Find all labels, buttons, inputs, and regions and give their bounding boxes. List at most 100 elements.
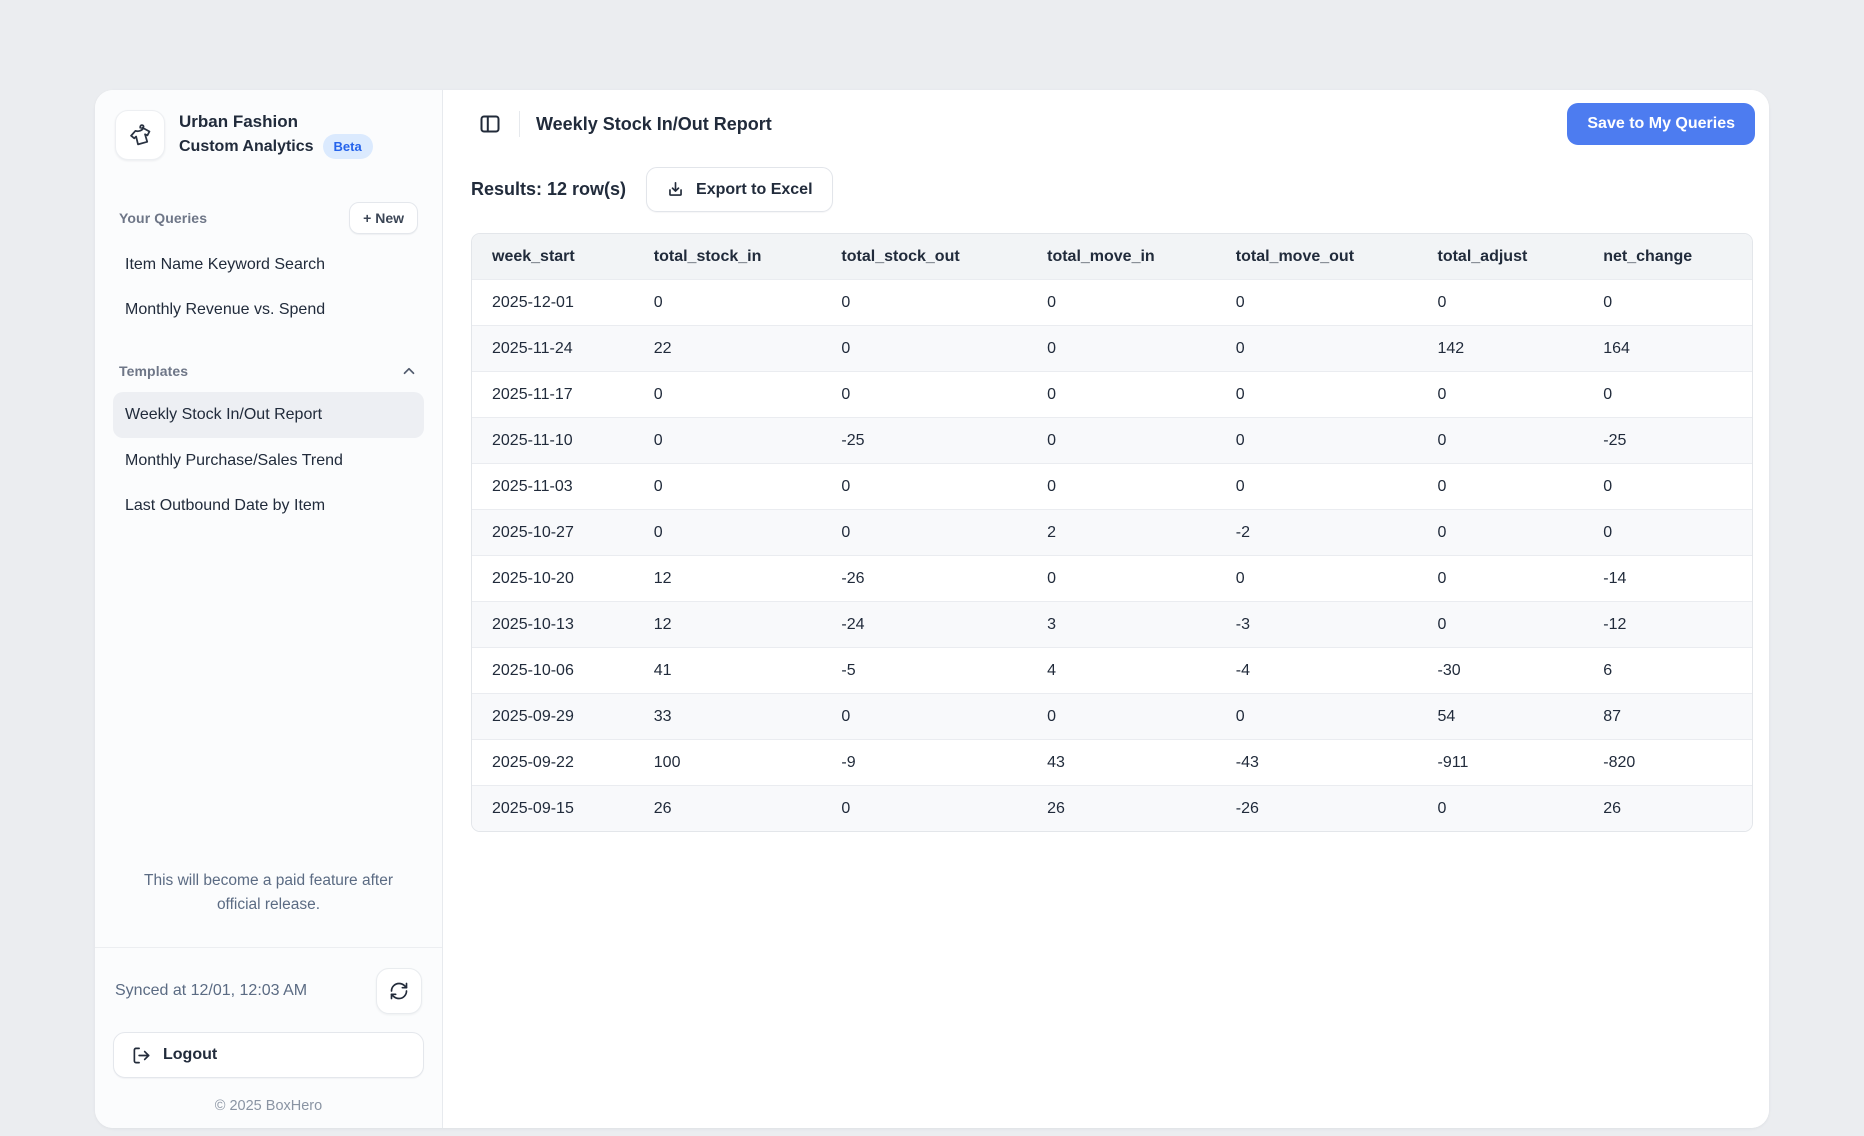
table-row: 2025-11-17 0 0 0 0 0 0	[472, 371, 1752, 417]
logout-button[interactable]: Logout	[113, 1032, 424, 1078]
table-cell: 0	[821, 279, 1028, 325]
table-cell: 0	[633, 417, 822, 463]
workspace-name: Urban Fashion	[179, 111, 299, 131]
table-cell: 0	[1027, 325, 1216, 371]
table-cell: 0	[821, 463, 1028, 509]
your-queries-header: Your Queries + New	[113, 202, 424, 234]
table-cell: -43	[1215, 739, 1418, 785]
tshirt-logo-icon	[115, 110, 165, 160]
table-cell: -24	[821, 601, 1028, 647]
table-cell: -12	[1583, 601, 1752, 647]
sidebar-toggle-button[interactable]	[471, 105, 509, 143]
table-cell: 0	[1027, 279, 1216, 325]
refresh-button[interactable]	[376, 968, 422, 1014]
download-icon	[666, 180, 685, 199]
table-cell: 0	[633, 279, 822, 325]
beta-badge: Beta	[322, 133, 373, 160]
template-list: Weekly Stock In/Out Report Monthly Purcha…	[113, 392, 424, 528]
save-to-my-queries-button[interactable]: Save to My Queries	[1567, 103, 1755, 145]
query-item[interactable]: Monthly Revenue vs. Spend	[125, 301, 326, 319]
table-cell: 0	[1215, 463, 1418, 509]
template-item[interactable]: Monthly Purchase/Sales Trend	[125, 451, 343, 469]
table-cell: 0	[1027, 463, 1216, 509]
sidebar-spacer	[113, 528, 424, 869]
new-query-button[interactable]: + New	[349, 202, 418, 234]
table-cell: 0	[1417, 463, 1584, 509]
table-cell: 0	[633, 509, 822, 555]
main-panel: Weekly Stock In/Out Report Save to My Qu…	[443, 90, 1769, 1128]
your-queries-label: Your Queries	[119, 210, 208, 226]
logout-label: Logout	[163, 1046, 218, 1063]
copyright-text: © 2025 BoxHero	[214, 1098, 323, 1114]
table-cell: 3	[1027, 601, 1216, 647]
table-cell: 2	[1027, 509, 1216, 555]
table-row: 2025-09-29 33 0 0 0 54 87	[472, 693, 1752, 739]
table-cell: 0	[821, 785, 1028, 831]
table-cell: 2025-11-03	[472, 463, 634, 509]
table-cell: -26	[1215, 785, 1418, 831]
table-cell: 4	[1027, 647, 1216, 693]
table-cell: 0	[1417, 371, 1584, 417]
table-cell: 0	[1215, 693, 1418, 739]
table-cell: -14	[1583, 555, 1752, 601]
table-cell: 26	[1583, 785, 1752, 831]
export-to-excel-button[interactable]: Export to Excel	[646, 167, 833, 212]
workspace-header: Urban Fashion Custom Analytics Beta	[113, 108, 424, 162]
chevron-up-icon[interactable]	[400, 362, 418, 380]
table-row: 2025-10-20 12 -26 0 0 0 -14	[472, 555, 1752, 601]
table-row: 2025-09-22 100 -9 43 -43 -911 -820	[472, 739, 1752, 785]
table-cell: -3	[1215, 601, 1418, 647]
table-cell: 0	[1027, 693, 1216, 739]
refresh-icon	[389, 981, 409, 1001]
table-row: 2025-11-10 0 -25 0 0 0 -25	[472, 417, 1752, 463]
table-cell: 0	[1417, 417, 1584, 463]
table-header-row: week_start total_stock_in total_stock_out t…	[472, 234, 1752, 279]
panel-toggle-icon	[478, 112, 502, 136]
table-cell: 0	[633, 463, 822, 509]
table-cell: -2	[1215, 509, 1418, 555]
template-item[interactable]: Weekly Stock In/Out Report	[113, 392, 424, 438]
table-cell: 87	[1583, 693, 1752, 739]
app-title: Custom Analytics	[179, 137, 314, 155]
table-cell: 0	[1583, 371, 1752, 417]
table-cell: 2025-12-01	[472, 279, 634, 325]
results-count-label: Results: 12 row(s)	[471, 179, 627, 199]
table-cell: 2025-09-15	[472, 785, 634, 831]
table-cell: 100	[633, 739, 822, 785]
table-cell: 0	[1583, 279, 1752, 325]
table-cell: 2025-10-20	[472, 555, 634, 601]
table-cell: 2025-10-13	[472, 601, 634, 647]
app-window: Urban Fashion Custom Analytics Beta Your…	[95, 90, 1769, 1128]
templates-header[interactable]: Templates	[113, 362, 424, 380]
table-cell: -26	[821, 555, 1028, 601]
query-item[interactable]: Item Name Keyword Search	[125, 256, 326, 273]
table-row: 2025-09-15 26 0 26 -26 0 26	[472, 785, 1752, 831]
table-cell: 2025-09-22	[472, 739, 634, 785]
table-cell: 0	[1215, 279, 1418, 325]
table-row: 2025-11-24 22 0 0 0 142 164	[472, 325, 1752, 371]
table-cell: 2025-11-24	[472, 325, 634, 371]
table-cell: 6	[1583, 647, 1752, 693]
column-header: total_move_in	[1027, 234, 1216, 279]
table-cell: 33	[633, 693, 822, 739]
table-cell: 2025-10-27	[472, 509, 634, 555]
sidebar-footer: Synced at 12/01, 12:03 AM Log	[95, 947, 442, 1128]
header-divider	[519, 111, 520, 137]
table-cell: -25	[821, 417, 1028, 463]
table-cell: 12	[633, 601, 822, 647]
table-cell: 0	[1417, 555, 1584, 601]
table-cell: 164	[1583, 325, 1752, 371]
table-row: 2025-11-03 0 0 0 0 0 0	[472, 463, 1752, 509]
table-cell: 12	[633, 555, 822, 601]
table-cell: -5	[821, 647, 1028, 693]
template-item[interactable]: Last Outbound Date by Item	[125, 496, 326, 514]
table-cell: 26	[1027, 785, 1216, 831]
table-cell: 43	[1027, 739, 1216, 785]
table-cell: 0	[1583, 463, 1752, 509]
table-cell: 2025-10-06	[472, 647, 634, 693]
sync-status-row: Synced at 12/01, 12:03 AM	[113, 968, 424, 1014]
table-row: 2025-12-01 0 0 0 0 0 0	[472, 279, 1752, 325]
table-cell: 0	[1027, 417, 1216, 463]
column-header: net_change	[1583, 234, 1752, 279]
table-cell: 0	[1417, 279, 1584, 325]
